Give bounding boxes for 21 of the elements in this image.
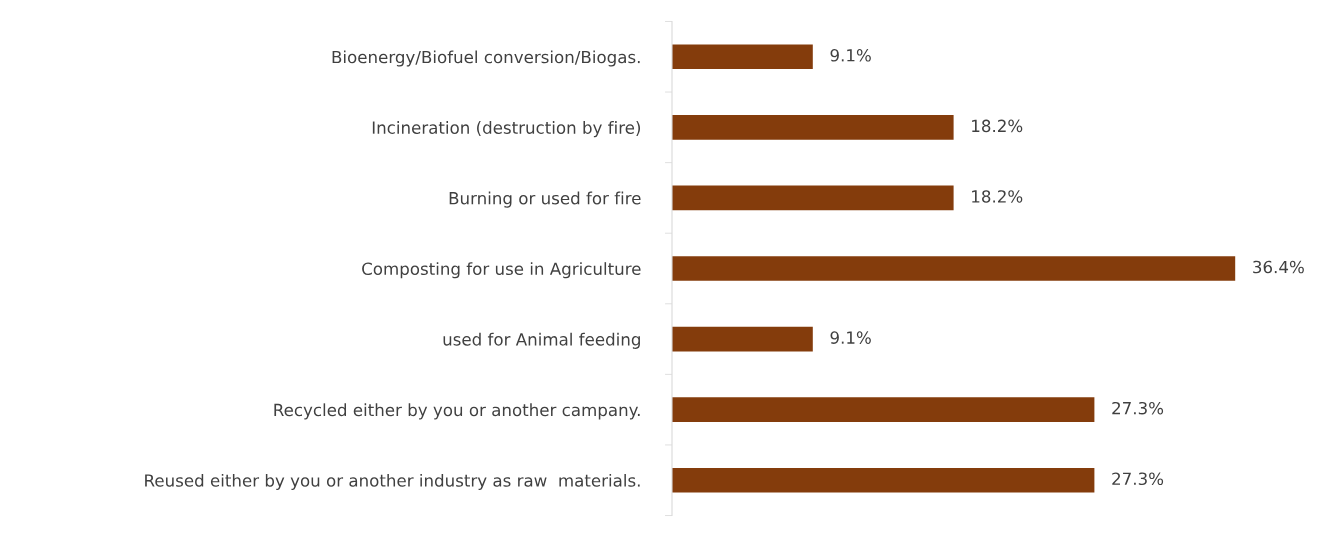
data-label: 36.4% — [1253, 260, 1304, 274]
data-label: 18.2% — [972, 190, 1023, 203]
y-tick-label: Recycled either by you or another campany. — [274, 403, 640, 420]
y-tick-label: Composting for use in Agriculture — [362, 262, 641, 279]
bar — [672, 467, 1095, 493]
y-tick-label: used for Animal feeding — [443, 332, 640, 349]
bar — [672, 256, 1236, 281]
y-tick-label: Burning or used for fire — [449, 191, 641, 208]
bar — [672, 326, 813, 352]
bar — [672, 114, 954, 140]
data-label: 27.3% — [1112, 401, 1164, 415]
data-label: 9.1% — [830, 49, 871, 62]
y-tick-label: Incineration (destruction by fire) — [372, 121, 641, 138]
y-tick-label: Bioenergy/Biofuel conversion/Biogas. — [332, 50, 640, 67]
data-label: 9.1% — [830, 331, 871, 344]
bar — [672, 397, 1095, 423]
y-tick-label: Reused either by you or another industry as raw materials. — [145, 473, 640, 491]
data-label: 27.3% — [1112, 472, 1164, 486]
bar — [672, 185, 954, 211]
data-label: 18.2% — [972, 119, 1023, 133]
bar — [672, 44, 813, 70]
